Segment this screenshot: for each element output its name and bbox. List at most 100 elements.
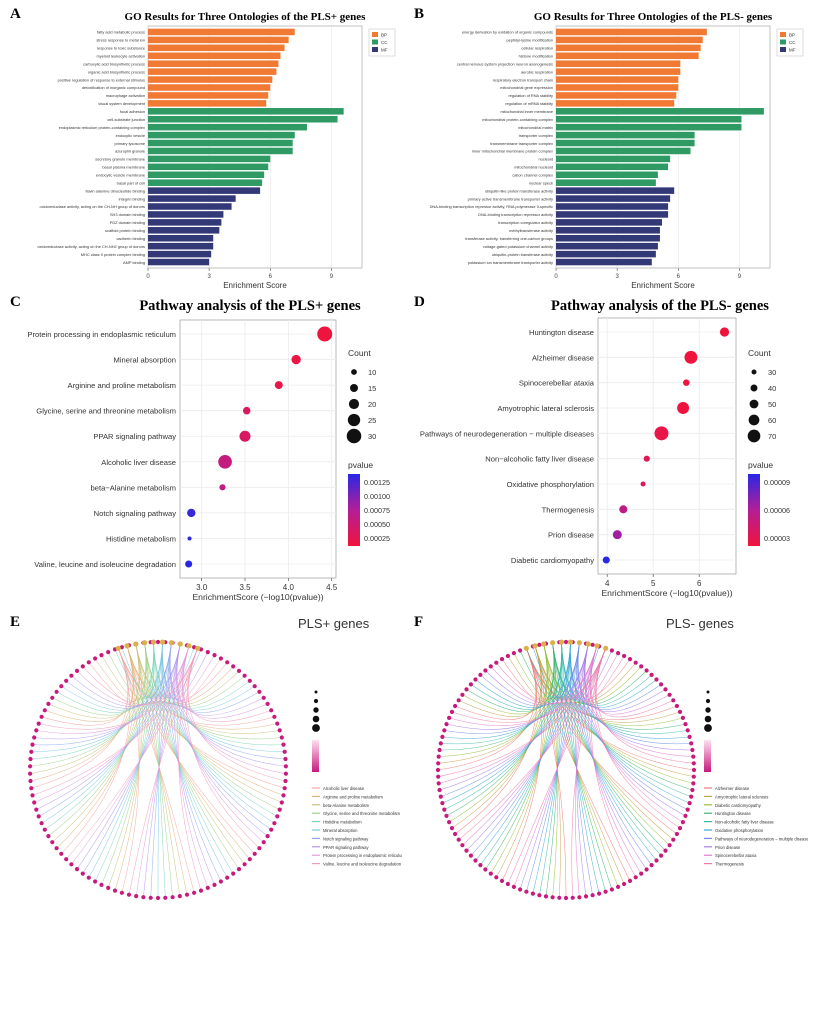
pathway-node — [168, 640, 174, 646]
gene-node — [438, 794, 443, 799]
gene-node — [691, 754, 696, 759]
pathway-label: Oxidative phosphorylation — [507, 480, 594, 489]
bar-bp — [148, 68, 277, 75]
size-legend-dot — [312, 724, 320, 732]
gene-node — [275, 814, 280, 819]
bar-category-label: PDZ domain binding — [110, 220, 145, 225]
gene-node — [447, 820, 452, 825]
size-legend-label: 40 — [768, 384, 776, 393]
x-axis-label: EnrichmentScore (−log10(pvalue)) — [601, 588, 732, 598]
bar-category-label: SH3 domain binding — [110, 212, 145, 217]
size-legend-title: Count — [748, 348, 771, 358]
pathway-bubble-chart-plus: Pathway analysis of the PLS+ genes Protei… — [27, 298, 390, 602]
gene-node — [473, 858, 478, 863]
gene-node — [627, 657, 633, 662]
go-bar-chart-plus: GO Results for Three Ontologies of the P… — [37, 11, 396, 290]
gene-node — [440, 734, 445, 739]
pathway-node — [186, 643, 192, 649]
gene-node — [473, 677, 478, 682]
gene-node — [453, 831, 458, 837]
gene-node — [218, 656, 223, 661]
gene-node — [557, 895, 562, 900]
size-legend-dot — [705, 698, 711, 704]
pathway-bubble — [185, 560, 193, 568]
gene-node — [163, 895, 168, 900]
gene-pathway-link — [470, 642, 580, 856]
gene-node — [543, 894, 549, 899]
pathway-label: Alzheimer disease — [532, 353, 594, 362]
gene-node — [242, 673, 247, 678]
gene-pathway-link — [144, 642, 280, 810]
gene-pathway-link — [162, 642, 275, 824]
network-title: PLS+ genes — [298, 616, 370, 631]
gene-pathway-link — [126, 645, 188, 895]
gene-node — [86, 660, 91, 665]
gene-node — [524, 889, 529, 894]
gene-node — [269, 708, 274, 713]
gene-node — [691, 781, 696, 786]
gene-pathway-link — [543, 643, 670, 846]
x-tick-label: 4 — [605, 579, 610, 588]
gene-node — [518, 648, 523, 653]
bar-category-label: myeloid leukocyte activation — [97, 54, 145, 59]
gene-pathway-link — [135, 643, 245, 865]
bar-category-label: histone modification — [519, 54, 553, 59]
gene-node — [86, 875, 91, 880]
bar-bp — [556, 100, 675, 107]
gene-node — [674, 703, 679, 709]
gene-pathway-link — [126, 645, 284, 796]
pathway-node — [133, 641, 139, 647]
bar-category-label: methyltransferase activity — [509, 228, 553, 233]
legend-item-label: Alzheimer disease — [715, 786, 750, 791]
bar-bp — [556, 68, 681, 75]
bar-category-label: MHC class II protein complex binding — [81, 252, 145, 257]
legend-swatch-mf — [372, 47, 378, 52]
gene-node — [192, 890, 197, 895]
gene-pathway-link — [71, 645, 190, 865]
gene-node — [257, 689, 262, 694]
gene-node — [46, 701, 51, 706]
gene-pathway-link — [561, 642, 606, 892]
gene-node — [530, 891, 535, 896]
x-axis-label: Enrichment Score — [223, 281, 287, 290]
gene-node — [261, 695, 266, 700]
gene-node — [649, 863, 654, 868]
gene-pathway-link — [519, 643, 589, 890]
pathway-label: Histidine metabolism — [106, 534, 176, 543]
bar-cc — [148, 155, 271, 163]
pathway-bubble — [677, 402, 690, 414]
gene-node — [269, 827, 274, 832]
gene-node — [282, 786, 287, 791]
size-legend-label: 30 — [768, 368, 776, 377]
bar-cc — [556, 155, 671, 163]
legend-item-label: PPAR signaling pathway — [323, 845, 369, 850]
gene-node — [683, 813, 688, 818]
gene-node — [663, 687, 668, 692]
gene-node — [252, 684, 257, 689]
gene-node — [644, 867, 649, 872]
gene-node — [281, 793, 286, 798]
plot-frame — [179, 319, 337, 579]
x-tick-label: 6 — [269, 274, 273, 280]
gene-pathway-link — [176, 643, 268, 837]
size-legend-dot — [313, 707, 319, 713]
gene-pathway-link — [584, 643, 686, 817]
pathway-bubble — [602, 556, 610, 564]
gene-node — [99, 882, 104, 887]
gene-node — [511, 651, 516, 656]
size-legend-dot — [346, 428, 362, 444]
gene-node — [242, 862, 247, 867]
panel-label: A — [10, 6, 21, 22]
gene-node — [437, 747, 442, 753]
gene-node — [663, 848, 668, 853]
x-tick-label: 3.0 — [196, 583, 208, 592]
bar-category-label: macrophage activation — [106, 93, 145, 98]
size-legend-dot — [750, 384, 758, 392]
pathway-node — [124, 643, 130, 649]
size-legend-label: 30 — [368, 432, 376, 441]
gene-node — [440, 801, 445, 806]
gene-pathway-link — [590, 645, 684, 823]
bar-category-label: DNA-binding transcription repressor acti… — [430, 204, 553, 209]
gene-node — [444, 813, 449, 818]
gene-node — [483, 867, 488, 872]
